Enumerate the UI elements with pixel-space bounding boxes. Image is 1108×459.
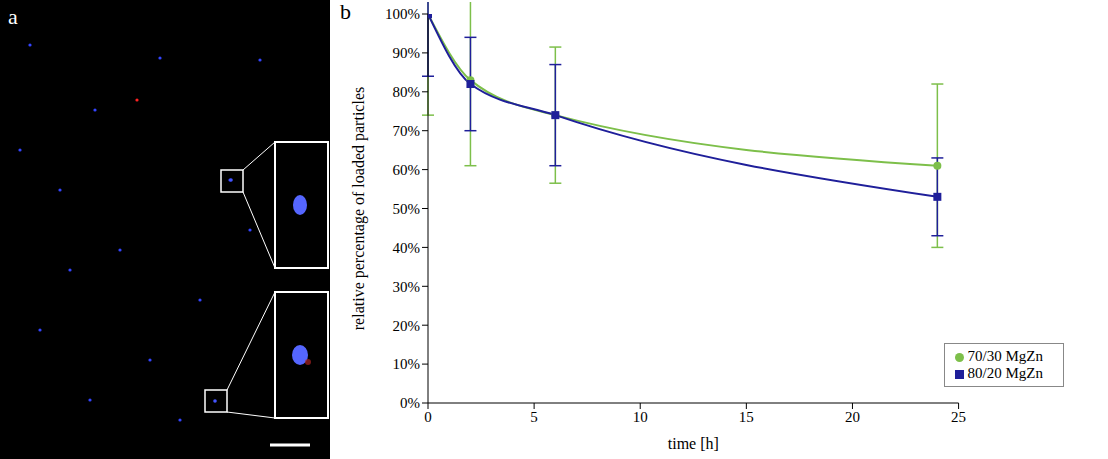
svg-text:25: 25: [951, 409, 966, 425]
svg-text:20: 20: [845, 409, 860, 425]
svg-text:20%: 20%: [393, 318, 421, 334]
svg-text:0%: 0%: [400, 395, 420, 411]
svg-text:50%: 50%: [393, 201, 421, 217]
svg-text:15: 15: [739, 409, 754, 425]
svg-text:40%: 40%: [393, 240, 421, 256]
svg-text:time [h]: time [h]: [668, 435, 719, 452]
svg-text:80%: 80%: [393, 84, 421, 100]
html-text:70/30 MgZn: 70/30 MgZn: [967, 348, 1043, 364]
svg-text:5: 5: [530, 409, 538, 425]
svg-text:30%: 30%: [393, 279, 421, 295]
svg-text:a: a: [8, 4, 18, 29]
svg-text:90%: 90%: [393, 45, 421, 61]
svg-text:0: 0: [424, 409, 432, 425]
svg-text:10: 10: [633, 409, 648, 425]
svg-text:10%: 10%: [393, 356, 421, 372]
svg-text:100%: 100%: [385, 6, 420, 22]
svg-text:70%: 70%: [393, 123, 421, 139]
html-text:b: b: [340, 0, 351, 24]
html-text:80/20 MgZn: 80/20 MgZn: [967, 365, 1043, 381]
svg-text:relative percentage of loaded: relative percentage of loaded particles: [350, 87, 368, 330]
svg-text:60%: 60%: [393, 162, 421, 178]
